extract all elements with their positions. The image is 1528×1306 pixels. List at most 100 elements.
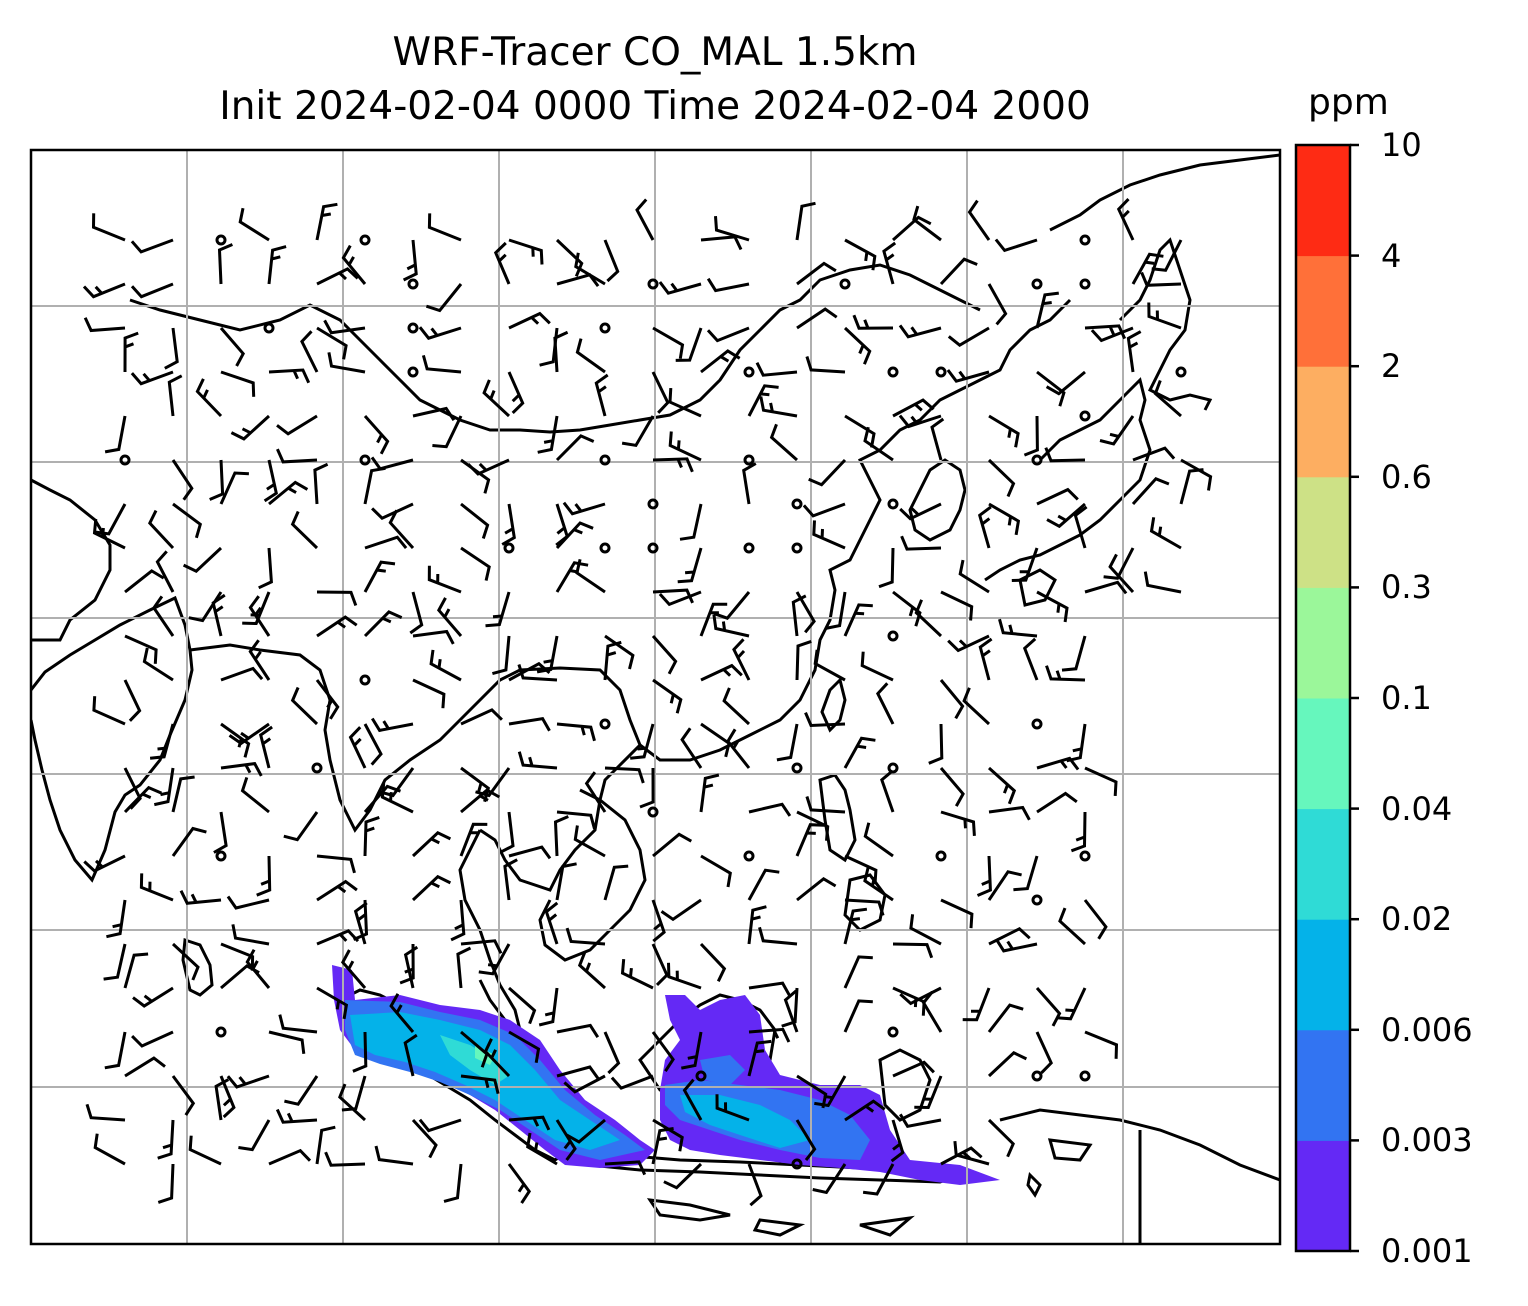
calm-wind-marker [887,630,899,642]
wind-barb [460,766,491,803]
calm-wind-marker [647,806,659,818]
wind-barb [82,282,126,299]
wind-barb [123,952,149,989]
wind-barb [327,352,366,374]
wind-barb [988,414,1020,448]
wind-barb [501,503,516,546]
wind-barb [316,929,360,946]
wind-barb [403,945,419,989]
wind-barb [892,942,934,959]
wind-barb [584,771,607,813]
plot-title-line1: WRF-Tracer CO_MAL 1.5km [392,30,918,75]
calm-wind-marker [1079,850,1091,862]
wind-barb [939,679,965,720]
wind-barb [316,879,358,902]
wind-barb [791,594,807,637]
wind-barb [604,634,635,670]
wind-barb [182,546,223,573]
wind-barb [553,330,569,373]
wind-barb [220,761,263,777]
wind-barb [575,338,606,374]
wind-barb [179,890,222,905]
wind-barb [805,796,846,814]
wind-barb [556,722,596,742]
colorbar-tick-label: 0.3 [1381,568,1432,607]
wind-barb [1036,590,1069,623]
wind-barb [83,317,126,333]
calm-wind-marker [791,498,803,510]
colorbar-tick-label: 0.04 [1381,789,1453,828]
calm-wind-marker [647,278,659,290]
wind-barb [652,832,693,858]
wind-barb [699,773,720,813]
colorbar-segment [1296,476,1350,588]
wind-barb [987,1051,1028,1078]
wind-barb [348,726,367,769]
wind-barb [409,591,424,635]
wind-barb [553,815,569,857]
wind-barb [577,951,607,990]
wind-barb [517,751,558,770]
wind-barb [323,319,366,335]
wind-barb [843,955,873,989]
wind-barb [536,635,559,674]
wind-barb [796,810,830,841]
calm-wind-marker [599,322,611,334]
wind-barb [427,565,462,594]
wind-barb [171,942,200,981]
wind-barb [892,1060,935,1078]
wind-barb [432,415,463,449]
calm-wind-marker [1031,454,1043,466]
wind-barb [106,899,127,939]
colorbar-tick-label: 2 [1381,347,1402,386]
wind-barb [1011,547,1039,582]
wind-barb [83,854,126,873]
wind-barb [124,634,158,664]
wind-barb [507,371,525,414]
wind-barb [892,215,932,242]
wind-barb [668,388,702,418]
colorbar-tick-label: 0.003 [1381,1121,1473,1160]
wind-barb [759,396,798,418]
wind-barb [492,635,511,676]
wind-barb [808,458,847,487]
wind-barb [130,238,174,254]
wind-barb [1046,502,1086,529]
wind-barb [388,509,415,550]
wind-barb [914,599,943,638]
wind-barb [363,415,390,455]
wind-barb [316,590,358,607]
wind-barb [1036,487,1079,506]
wind-barb [1143,571,1182,594]
wind-barb [852,314,894,330]
wind-barb [315,679,340,720]
wind-barb [860,651,894,682]
wind-barb [171,1075,196,1116]
wind-barb [562,501,606,516]
wind-barb [284,1075,319,1106]
wind-barb [802,502,846,518]
colorbar-tick-label: 0.006 [1381,1010,1473,1049]
wind-barb [947,634,990,653]
wind-barb [603,864,629,901]
calm-wind-marker [935,850,947,862]
wind-barb [412,678,446,709]
wind-barb [677,547,703,584]
wind-barb [652,678,683,714]
wind-barb [130,370,174,386]
wind-barb [769,423,798,462]
wind-barb [157,1119,175,1160]
wind-barb [1103,547,1135,580]
wind-barb [268,368,311,384]
wind-barb [1058,907,1087,946]
wind-barb [795,201,816,241]
calm-wind-marker [407,278,419,290]
wind-barb [123,785,163,814]
wind-barb [843,736,876,769]
calm-wind-marker [599,542,611,554]
calm-wind-marker [887,1026,899,1038]
wind-barb [556,810,596,830]
wind-barb [450,899,466,942]
wind-barb [460,1074,500,1095]
